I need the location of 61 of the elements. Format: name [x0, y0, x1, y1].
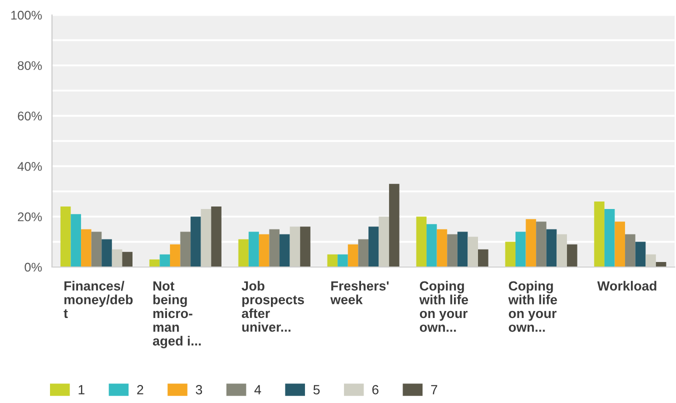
bar — [546, 229, 557, 267]
bar — [526, 219, 536, 267]
bar — [515, 232, 526, 267]
legend-label: 1 — [78, 385, 84, 394]
x-tick-label: Workload — [597, 280, 656, 291]
bar — [81, 229, 92, 267]
y-tick-label: 80% — [18, 61, 42, 70]
bar — [258, 234, 270, 267]
bar — [180, 232, 191, 267]
bar — [102, 239, 112, 267]
bar — [122, 252, 132, 267]
legend-label: 3 — [196, 385, 202, 394]
bar — [625, 234, 636, 267]
x-tick-label: Coping with life on your own... — [508, 280, 557, 332]
bar — [149, 259, 160, 267]
bar — [60, 206, 71, 267]
bar — [300, 226, 310, 267]
bar — [280, 234, 290, 267]
bar — [457, 232, 468, 267]
bar — [594, 201, 604, 267]
legend-label: 2 — [137, 385, 144, 394]
legend-label: 6 — [372, 385, 378, 394]
bar — [368, 226, 379, 267]
y-tick-label: 20% — [18, 212, 42, 222]
bar — [604, 209, 615, 267]
legend-label: 5 — [313, 385, 320, 394]
bar — [505, 242, 516, 267]
bar — [566, 244, 578, 267]
x-tick-label: Not being micro- man aged i... — [152, 281, 201, 348]
bar — [338, 254, 348, 267]
bar — [478, 249, 488, 267]
bar — [170, 244, 180, 267]
bar — [248, 232, 259, 267]
bar — [327, 254, 338, 267]
y-tick-label: 100% — [11, 10, 42, 20]
bar — [447, 234, 458, 267]
bar — [70, 214, 82, 267]
legend-label: 4 — [254, 385, 262, 394]
x-tick-label: Finances/ money/deb t — [64, 280, 133, 318]
x-tick-label: Job prospects after univer... — [242, 280, 304, 332]
bar — [614, 222, 626, 267]
bar — [211, 206, 222, 267]
bar — [536, 222, 546, 267]
bar — [416, 216, 427, 267]
bar — [436, 229, 448, 267]
bar — [348, 244, 358, 267]
bar — [358, 239, 368, 267]
x-tick-label: Coping with life on your own... — [419, 280, 468, 332]
bar — [91, 232, 102, 267]
x-tick-label: Freshers' week — [330, 280, 389, 304]
legend-label: 7 — [431, 385, 438, 394]
bar — [389, 184, 400, 267]
y-tick-label: 40% — [18, 162, 42, 171]
bar — [160, 254, 170, 267]
bar — [238, 239, 249, 267]
bar — [635, 242, 646, 267]
bar — [426, 224, 437, 267]
bar — [190, 216, 201, 267]
bar — [269, 229, 280, 267]
y-tick-label: 0% — [24, 262, 42, 272]
y-tick-label: 60% — [18, 112, 42, 120]
